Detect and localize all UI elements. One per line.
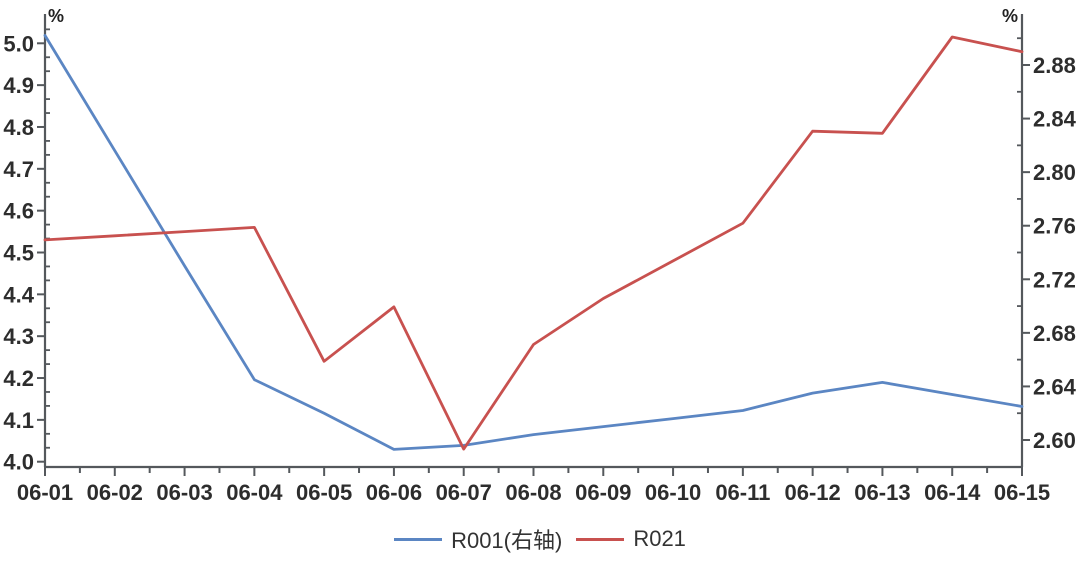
svg-text:06-01: 06-01 — [17, 480, 73, 505]
legend-item-r001: R001(右轴) — [394, 523, 562, 555]
svg-text:4.1: 4.1 — [3, 408, 34, 433]
svg-text:2.68: 2.68 — [1033, 321, 1076, 346]
svg-text:2.88: 2.88 — [1033, 53, 1076, 78]
svg-text:%: % — [48, 6, 64, 26]
svg-text:2.64: 2.64 — [1033, 374, 1077, 399]
legend-swatch-r021 — [576, 537, 625, 541]
axis-bottom-ticks: 06-01 06-02 06-03 06-04 06-05 06-06 06-07 06-08… — [17, 467, 1050, 505]
svg-text:%: % — [1002, 6, 1018, 26]
svg-text:4.0: 4.0 — [3, 450, 34, 475]
svg-text:06-08: 06-08 — [505, 480, 561, 505]
svg-text:06-07: 06-07 — [436, 480, 492, 505]
series-line-r021 — [43, 35, 1024, 451]
series-line-r001 — [43, 34, 1024, 451]
legend-label-r001: R001(右轴) — [451, 528, 563, 553]
svg-text:06-10: 06-10 — [645, 480, 701, 505]
svg-text:4.4: 4.4 — [3, 282, 34, 307]
legend-swatch-r001 — [394, 537, 443, 541]
svg-text:4.9: 4.9 — [3, 73, 34, 98]
svg-text:2.72: 2.72 — [1033, 267, 1076, 292]
svg-text:06-11: 06-11 — [715, 480, 770, 505]
axes — [43, 14, 1024, 469]
svg-text:4.7: 4.7 — [3, 157, 34, 182]
legend-item-r021: R021 — [576, 526, 686, 552]
svg-text:06-02: 06-02 — [87, 480, 143, 505]
svg-text:06-14: 06-14 — [924, 480, 981, 505]
svg-text:06-09: 06-09 — [575, 480, 631, 505]
svg-text:06-06: 06-06 — [366, 480, 422, 505]
svg-text:4.3: 4.3 — [3, 324, 34, 349]
svg-text:4.8: 4.8 — [3, 115, 34, 140]
svg-text:06-13: 06-13 — [854, 480, 910, 505]
svg-text:4.6: 4.6 — [3, 199, 34, 224]
svg-text:2.80: 2.80 — [1033, 160, 1076, 185]
svg-text:06-05: 06-05 — [296, 480, 352, 505]
axis-left: 5.0 4.9 4.8 4.7 4.6 4.5 4.4 4.3 4.2 4.1 4.0% — [3, 6, 64, 475]
svg-text:06-15: 06-15 — [994, 480, 1050, 505]
svg-text:06-03: 06-03 — [156, 480, 212, 505]
svg-text:5.0: 5.0 — [3, 31, 34, 56]
axis-right: 2.88 2.84 2.80 2.76 2.72 2.68 2.64 2.60% — [1002, 6, 1077, 453]
svg-text:4.2: 4.2 — [3, 366, 34, 391]
svg-text:06-04: 06-04 — [226, 480, 283, 505]
svg-text:2.76: 2.76 — [1033, 214, 1076, 239]
svg-text:2.84: 2.84 — [1033, 107, 1077, 132]
chart-legend: R001(右轴) R021 — [0, 523, 1080, 555]
svg-text:2.60: 2.60 — [1033, 428, 1076, 453]
svg-text:4.5: 4.5 — [3, 241, 34, 266]
legend-label-r021: R021 — [633, 526, 686, 551]
svg-text:06-12: 06-12 — [785, 480, 841, 505]
